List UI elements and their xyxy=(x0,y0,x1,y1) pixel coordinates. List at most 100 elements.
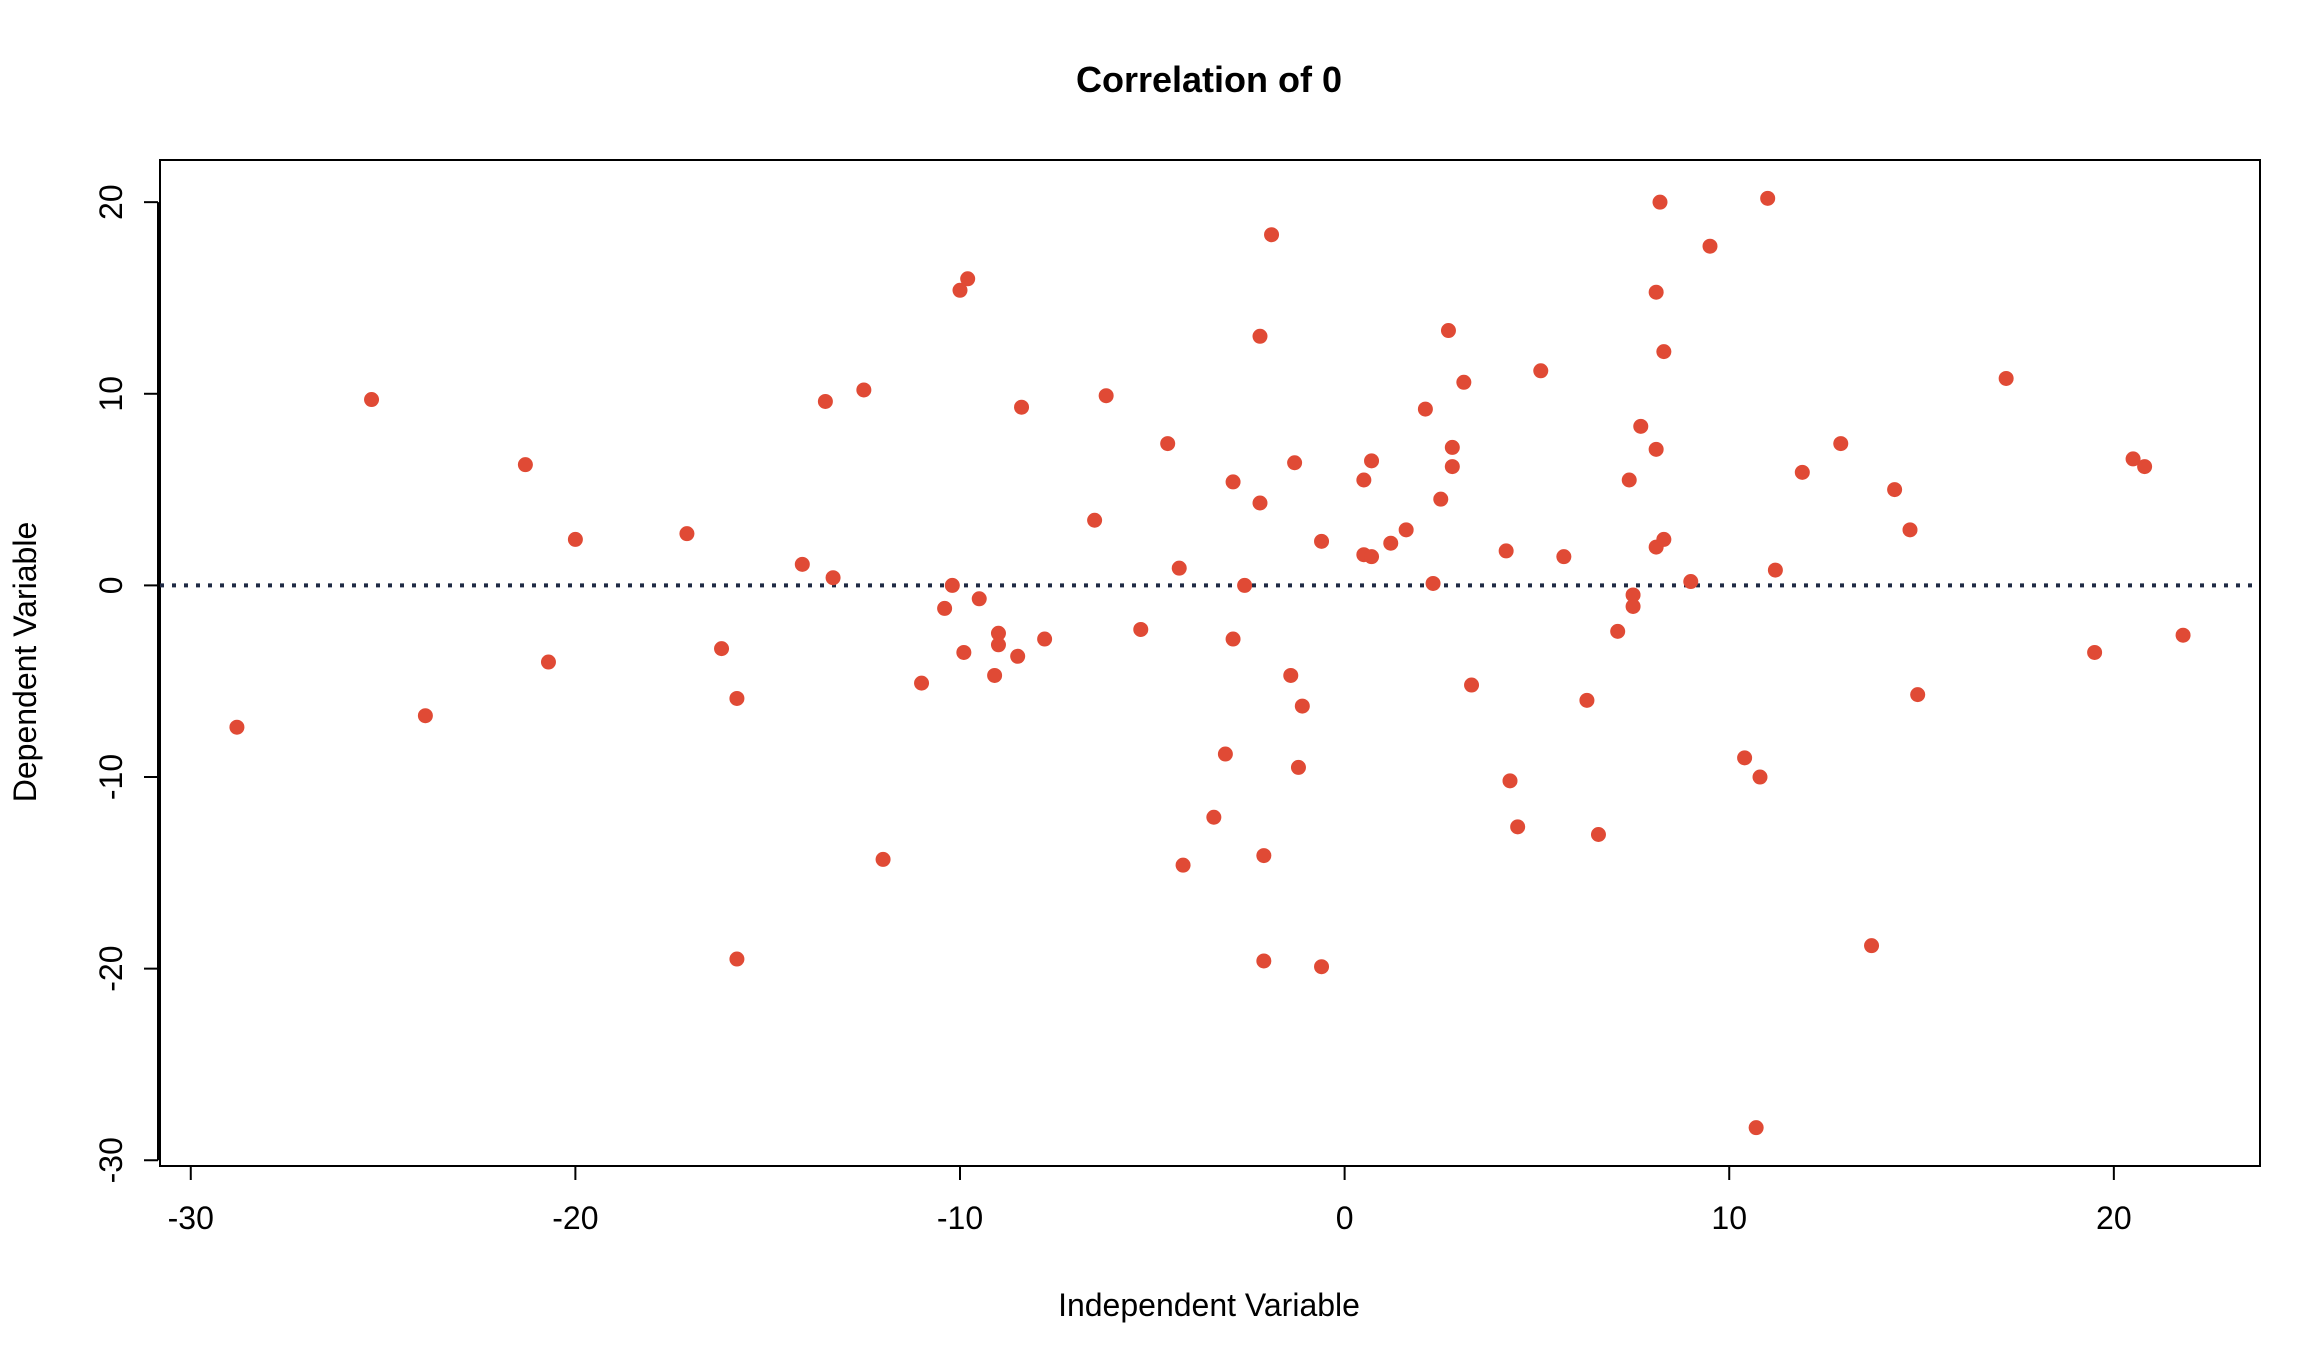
data-point xyxy=(1252,495,1268,511)
data-point xyxy=(794,556,810,572)
data-point xyxy=(1633,418,1649,434)
data-point xyxy=(1610,623,1626,639)
data-point xyxy=(1398,522,1414,538)
data-point xyxy=(1014,399,1030,415)
data-point xyxy=(1314,533,1330,549)
data-point xyxy=(990,625,1006,641)
data-point xyxy=(1456,374,1472,390)
data-point xyxy=(1206,809,1222,825)
chart-title: Correlation of 0 xyxy=(1076,59,1342,100)
data-point xyxy=(1590,826,1606,842)
data-point xyxy=(1356,472,1372,488)
y-tick-label: -10 xyxy=(93,754,129,800)
x-tick-label: 20 xyxy=(2096,1200,2132,1236)
data-point xyxy=(1794,464,1810,480)
data-point xyxy=(1160,436,1176,452)
data-point xyxy=(1133,621,1149,637)
data-point xyxy=(1902,522,1918,538)
data-point xyxy=(1175,857,1191,873)
data-point xyxy=(1364,453,1380,469)
data-point xyxy=(1760,190,1776,206)
data-point xyxy=(875,851,891,867)
data-point xyxy=(1533,363,1549,379)
data-point xyxy=(1440,323,1456,339)
data-point xyxy=(229,719,245,735)
data-point xyxy=(517,457,533,473)
data-point xyxy=(1683,574,1699,590)
y-axis: -30 -20 -10 0 10 20 xyxy=(93,184,159,1183)
data-point xyxy=(914,675,930,691)
data-point xyxy=(1767,562,1783,578)
y-axis-label: Dependent Variable xyxy=(7,522,43,803)
y-tick-label: -30 xyxy=(93,1137,129,1183)
data-point xyxy=(729,951,745,967)
data-point xyxy=(956,644,972,660)
data-point xyxy=(1864,938,1880,954)
data-point xyxy=(825,570,841,586)
data-points xyxy=(229,190,2191,1136)
data-point xyxy=(1264,227,1280,243)
data-point xyxy=(1625,598,1641,614)
data-point xyxy=(856,382,872,398)
data-point xyxy=(1314,959,1330,975)
data-point xyxy=(1910,687,1926,703)
data-point xyxy=(1256,953,1272,969)
data-point xyxy=(364,392,380,408)
data-point xyxy=(1287,455,1303,471)
x-tick-label: 10 xyxy=(1711,1200,1747,1236)
data-point xyxy=(987,667,1003,683)
x-tick-label: 0 xyxy=(1336,1200,1354,1236)
x-tick-label: -30 xyxy=(168,1200,214,1236)
data-point xyxy=(2175,627,2191,643)
data-point xyxy=(2087,644,2103,660)
plot-frame xyxy=(159,159,2261,1167)
data-point xyxy=(1217,746,1233,762)
data-point xyxy=(1417,401,1433,417)
data-point xyxy=(1998,370,2014,386)
data-point xyxy=(1656,344,1672,360)
data-point xyxy=(1648,441,1664,457)
data-point xyxy=(971,591,987,607)
data-point xyxy=(1833,436,1849,452)
data-point xyxy=(2125,451,2141,467)
data-point xyxy=(1887,482,1903,498)
data-point xyxy=(1010,648,1026,664)
data-point xyxy=(1502,773,1518,789)
data-point xyxy=(1383,535,1399,551)
data-point xyxy=(1737,750,1753,766)
data-point xyxy=(952,282,968,298)
y-tick-label: 10 xyxy=(93,376,129,412)
data-point xyxy=(417,708,433,724)
data-point xyxy=(944,577,960,593)
data-point xyxy=(1425,575,1441,591)
data-point xyxy=(1579,692,1595,708)
x-axis-label: Independent Variable xyxy=(1058,1287,1360,1323)
data-point xyxy=(729,690,745,706)
data-point xyxy=(1510,819,1526,835)
y-tick-label: 20 xyxy=(93,184,129,220)
data-point xyxy=(1364,549,1380,565)
data-point xyxy=(1087,512,1103,528)
data-point xyxy=(937,600,953,616)
data-point xyxy=(1648,284,1664,300)
data-point xyxy=(1556,549,1572,565)
data-point xyxy=(1290,759,1306,775)
data-point xyxy=(960,271,976,287)
data-point xyxy=(540,654,556,670)
data-point xyxy=(990,637,1006,653)
data-point xyxy=(714,641,730,657)
x-tick-label: -20 xyxy=(552,1200,598,1236)
data-point xyxy=(1225,631,1241,647)
data-point xyxy=(1283,667,1299,683)
data-point xyxy=(1225,474,1241,490)
data-point xyxy=(1294,698,1310,714)
x-tick-label: -10 xyxy=(937,1200,983,1236)
data-point xyxy=(1498,543,1514,559)
data-point xyxy=(1256,848,1272,864)
data-point xyxy=(1444,439,1460,455)
data-point xyxy=(1237,577,1253,593)
data-point xyxy=(1252,328,1268,344)
data-point xyxy=(817,393,833,409)
data-point xyxy=(679,526,695,542)
